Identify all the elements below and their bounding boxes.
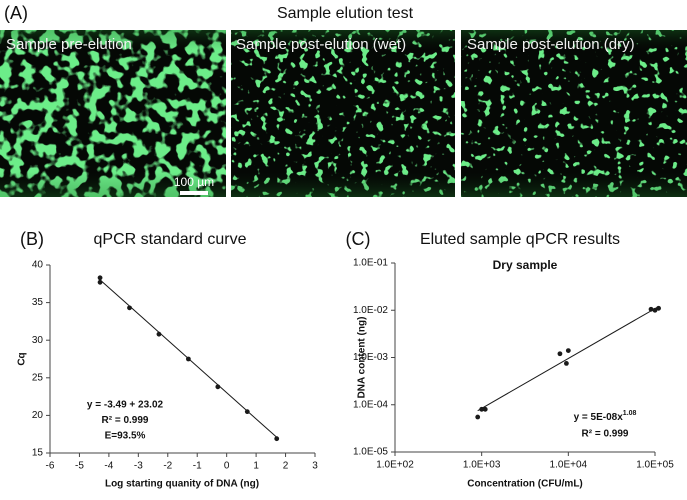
scale-bar xyxy=(180,191,208,195)
chart-subtitle: Dry sample xyxy=(493,258,558,272)
panel-label: (C) xyxy=(346,229,371,249)
data-point xyxy=(97,279,103,285)
micrograph xyxy=(0,30,226,197)
x-tick-label: -2 xyxy=(163,461,172,472)
y-tick-label: 25 xyxy=(32,372,44,383)
equation-base: y = 5E-08x xyxy=(574,412,624,423)
image-caption: Sample post-elution (wet) xyxy=(236,36,406,53)
x-tick-label: 0 xyxy=(224,461,230,472)
y-tick-label: 30 xyxy=(32,335,44,346)
image-caption: Sample post-elution (dry) xyxy=(467,36,635,53)
data-point xyxy=(482,406,488,412)
x-tick-label: 1.0E+02 xyxy=(376,460,414,471)
chart-title: qPCR standard curve xyxy=(94,231,247,248)
panel-label: (A) xyxy=(4,3,28,23)
data-point xyxy=(564,361,569,366)
micrograph xyxy=(231,30,455,197)
image-caption: Sample pre-elution xyxy=(6,36,132,53)
data-point xyxy=(652,307,658,313)
y-tick-label: 1.0E-01 xyxy=(353,258,388,269)
y-tick-label: 1.0E-02 xyxy=(353,305,388,316)
data-point xyxy=(274,436,280,442)
x-tick-label: 1.0E+03 xyxy=(463,460,501,471)
annotation: E=93.5% xyxy=(105,431,146,442)
data-point xyxy=(557,351,563,357)
panel-label: (B) xyxy=(20,229,44,249)
y-tick-label: 1.0E-05 xyxy=(353,447,388,458)
x-tick-label: -3 xyxy=(134,461,143,472)
equation-exponent: 1.08 xyxy=(623,410,637,417)
chart-title: Eluted sample qPCR results xyxy=(420,231,620,248)
x-tick-label: -6 xyxy=(46,461,55,472)
y-tick-label: 1.0E-04 xyxy=(353,399,388,410)
x-tick-label: 3 xyxy=(312,461,318,472)
data-point xyxy=(479,406,485,412)
x-tick-label: 1.0E+05 xyxy=(636,460,674,471)
data-point xyxy=(156,331,162,337)
data-point xyxy=(97,275,103,281)
scale-bar-label: 100 µm xyxy=(174,175,214,189)
y-axis-label: Cq xyxy=(17,352,28,365)
equation: y = 5E-08x1.08 xyxy=(574,410,637,423)
data-point xyxy=(215,384,221,390)
x-tick-label: 1.0E+04 xyxy=(550,460,588,471)
y-tick-label: 15 xyxy=(32,448,44,459)
annotation: R² = 0.999 xyxy=(582,429,629,440)
panel-title: Sample elution test xyxy=(277,5,414,22)
y-tick-label: 35 xyxy=(32,297,44,308)
annotation: y = -3.49 + 23.02 xyxy=(87,400,164,411)
x-tick-label: -1 xyxy=(193,461,202,472)
x-tick-label: 2 xyxy=(283,461,289,472)
data-point xyxy=(656,305,661,311)
data-point xyxy=(565,348,571,353)
x-tick-label: 1 xyxy=(253,461,259,472)
data-point xyxy=(475,414,481,420)
annotation: R² = 0.999 xyxy=(102,415,149,426)
x-tick-label: -4 xyxy=(104,461,113,472)
data-point xyxy=(244,409,250,415)
y-tick-label: 20 xyxy=(32,410,44,421)
y-tick-label: 1.0E-03 xyxy=(353,352,388,363)
x-axis-label: Concentration (CFU/mL) xyxy=(467,479,583,490)
fit-line xyxy=(477,306,659,412)
x-tick-label: -5 xyxy=(75,461,84,472)
micrograph xyxy=(461,30,687,197)
x-axis-label: Log starting quanity of DNA (ng) xyxy=(105,479,259,490)
data-point xyxy=(648,306,654,312)
data-point xyxy=(185,356,191,362)
y-axis-label: DNA content (ng) xyxy=(357,317,368,399)
data-point xyxy=(127,305,132,311)
y-tick-label: 40 xyxy=(32,260,44,271)
